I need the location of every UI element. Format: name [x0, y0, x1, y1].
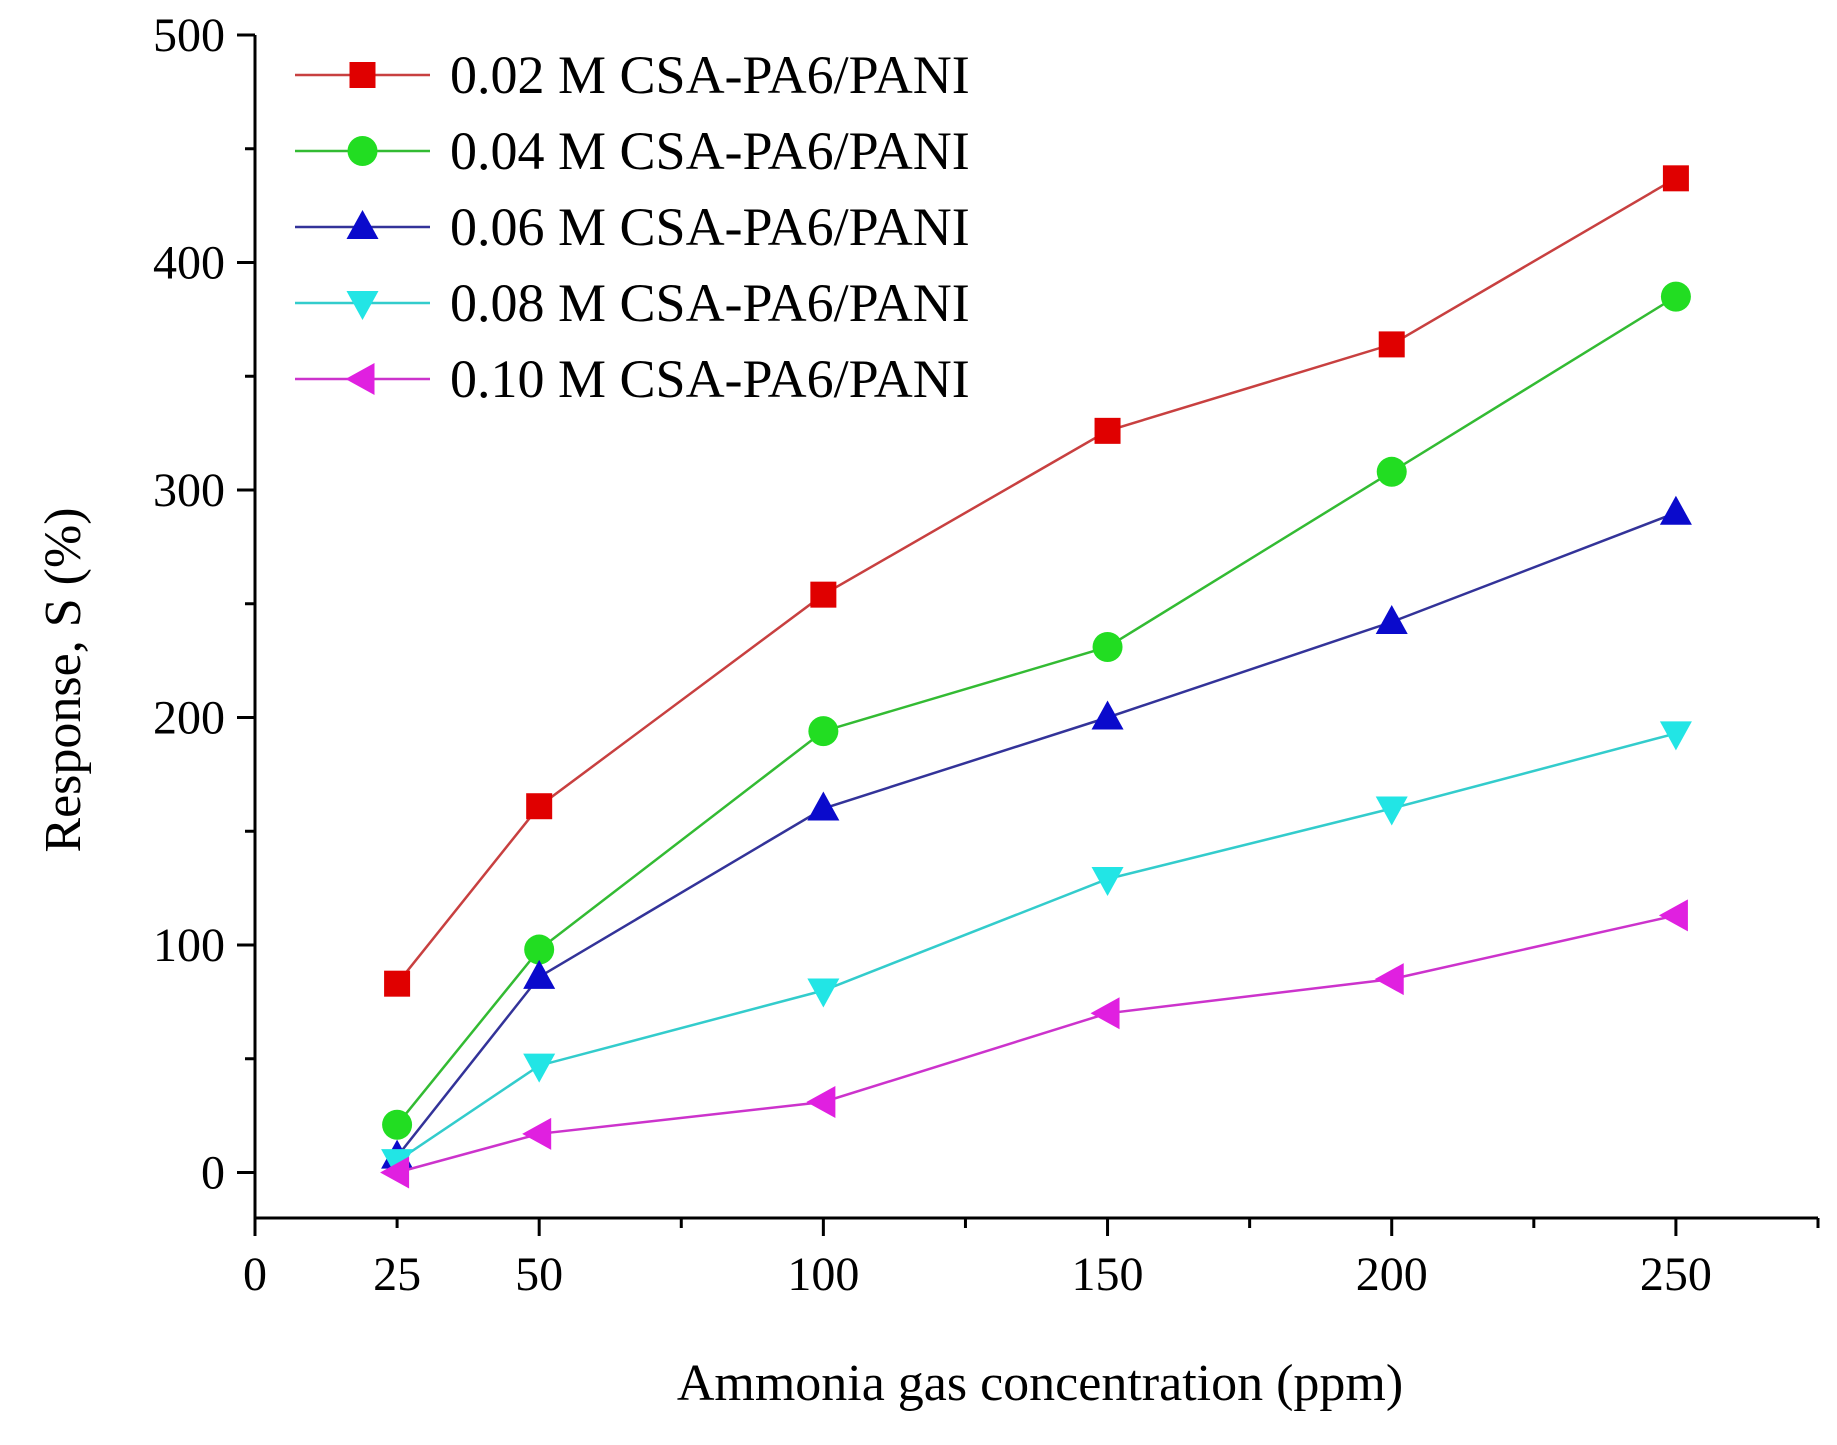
- series-3-point: [523, 959, 556, 989]
- series-1-point: [1094, 417, 1121, 444]
- series-4-point: [523, 1053, 556, 1083]
- legend-layer: 0.02 M CSA-PA6/PANI 0.04 M CSA-PA6/PANI 0.…: [295, 45, 970, 409]
- y-tick-label: 400: [153, 237, 225, 290]
- y-tick-label: 500: [153, 9, 225, 62]
- series-2-point: [808, 716, 839, 747]
- series-1-point: [1662, 165, 1689, 192]
- series-1-line: [396, 177, 1677, 985]
- series-2-line: [396, 295, 1677, 1126]
- series-5-line: [396, 914, 1677, 1174]
- series-5-point: [1090, 997, 1120, 1030]
- series-5-point: [806, 1085, 836, 1118]
- series-1: [384, 165, 1689, 997]
- series-5-point: [1658, 899, 1688, 932]
- legend-label: 0.10 M CSA-PA6/PANI: [450, 349, 970, 409]
- legend-marker: [347, 136, 378, 166]
- x-tick-label: 150: [1072, 1248, 1144, 1301]
- series-4-point: [807, 978, 840, 1008]
- series-2-point: [1376, 456, 1407, 487]
- y-tick-label: 200: [153, 692, 225, 745]
- series-3: [381, 495, 1692, 1169]
- y-tick-label: 100: [153, 919, 225, 972]
- x-tick-label: 50: [515, 1248, 563, 1301]
- x-tick-label: 0: [243, 1248, 267, 1301]
- series-3-point: [1659, 495, 1692, 525]
- series-2-point: [382, 1109, 413, 1140]
- legend-label: 0.08 M CSA-PA6/PANI: [450, 273, 970, 333]
- legend-entry-3: 0.06 M CSA-PA6/PANI: [295, 197, 970, 257]
- series-1-point: [526, 793, 553, 820]
- x-tick-label: 200: [1356, 1248, 1428, 1301]
- series-2-point: [524, 934, 555, 965]
- legend-entry-2: 0.04 M CSA-PA6/PANI: [295, 121, 970, 181]
- legend-label: 0.02 M CSA-PA6/PANI: [450, 45, 970, 105]
- series-2: [382, 281, 1691, 1140]
- series-3-point: [1375, 604, 1408, 634]
- series-4-point: [1659, 721, 1692, 751]
- x-tick-label: 25: [373, 1248, 421, 1301]
- legend-label: 0.04 M CSA-PA6/PANI: [450, 121, 970, 181]
- series-3-point: [807, 791, 840, 821]
- x-axis-title: Ammonia gas concentration (ppm): [677, 1355, 1403, 1412]
- series-5-point: [380, 1156, 410, 1189]
- legend-marker: [346, 210, 379, 239]
- series-1-point: [1378, 331, 1405, 358]
- y-tick-label: 0: [201, 1147, 225, 1200]
- y-tick-label: 300: [153, 464, 225, 517]
- series-5: [380, 899, 1688, 1189]
- series-5-point: [1374, 963, 1404, 996]
- series-1-point: [810, 581, 837, 608]
- legend-marker: [345, 363, 375, 395]
- series-4-point: [1091, 867, 1124, 897]
- series-2-point: [1092, 631, 1123, 662]
- series-3-line: [396, 511, 1677, 1158]
- legend-marker: [349, 62, 376, 88]
- series-4-point: [1375, 796, 1408, 826]
- legend-marker: [346, 291, 379, 320]
- x-tick-label: 100: [787, 1248, 859, 1301]
- axes-layer: 0 100 200 300 400 500 0 25 50 100 150 200 250: [153, 9, 1820, 1301]
- legend-entry-1: 0.02 M CSA-PA6/PANI: [295, 45, 970, 105]
- series-layer: [380, 165, 1692, 1189]
- series-2-point: [1660, 281, 1691, 312]
- legend-entry-4: 0.08 M CSA-PA6/PANI: [295, 273, 970, 333]
- y-axis-title: Response, S (%): [35, 507, 92, 852]
- x-tick-label: 250: [1640, 1248, 1712, 1301]
- legend-label: 0.06 M CSA-PA6/PANI: [450, 197, 970, 257]
- legend-entry-5: 0.10 M CSA-PA6/PANI: [295, 349, 970, 409]
- series-4-line: [396, 732, 1677, 1163]
- series-4: [381, 721, 1692, 1179]
- series-5-point: [522, 1117, 552, 1150]
- series-1-point: [384, 970, 411, 997]
- series-3-point: [1091, 700, 1124, 730]
